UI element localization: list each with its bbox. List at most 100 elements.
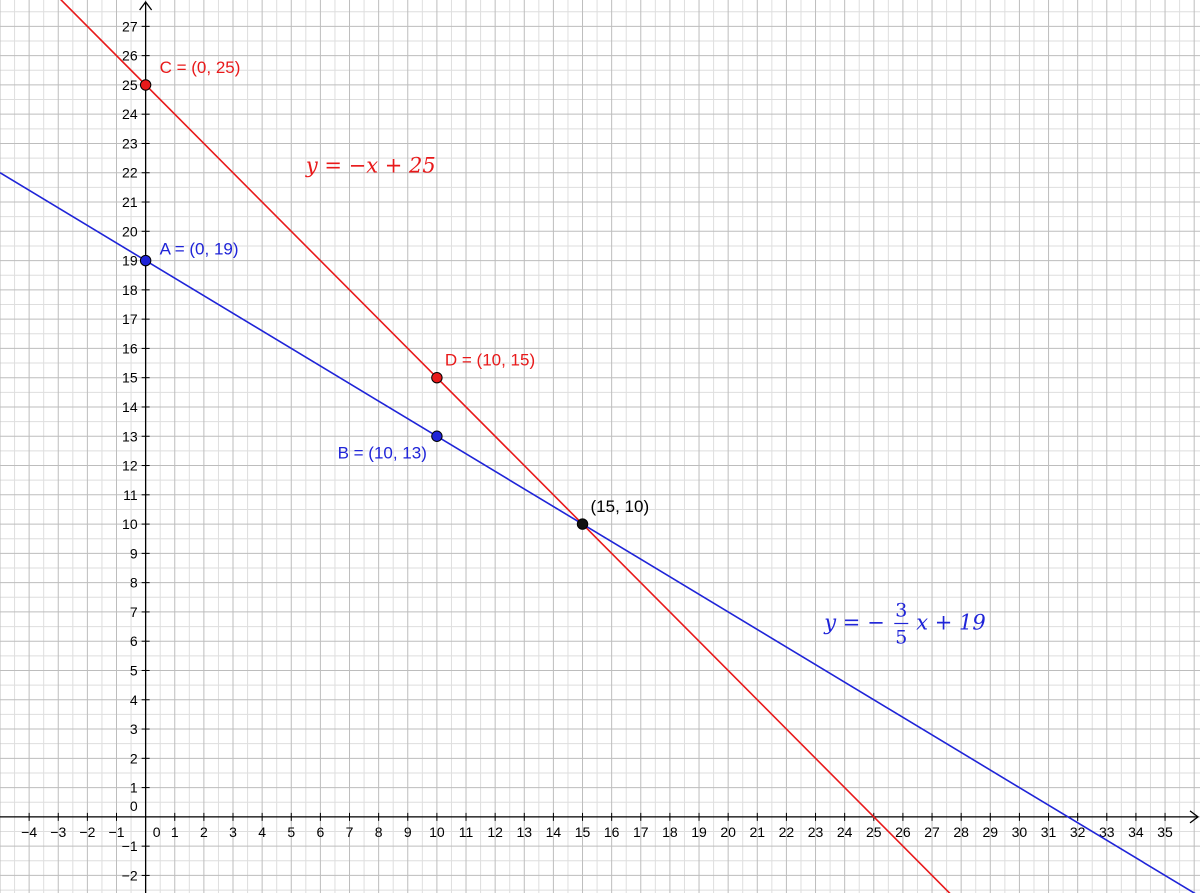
- points: C = (0, 25) D = (10, 15) A = (0, 19) B = (1…: [139, 58, 650, 530]
- red-line-equation: y = −x + 25: [305, 154, 436, 178]
- y-tick-label: 16: [122, 340, 138, 356]
- blue-line: [0, 172, 1196, 893]
- x-tick-label: 9: [404, 824, 412, 840]
- x-tick-label: 13: [516, 824, 532, 840]
- point-label-intersection: (15, 10): [591, 497, 650, 516]
- x-tick-label: 31: [1041, 824, 1057, 840]
- x-tick-label: 22: [779, 824, 795, 840]
- x-tick-label: 27: [924, 824, 940, 840]
- x-tick-label: 29: [983, 824, 999, 840]
- y-tick-label: 6: [130, 633, 138, 649]
- x-tick-label: 26: [895, 824, 911, 840]
- x-tick-label: 2: [200, 824, 208, 840]
- y-tick-label: 9: [130, 545, 138, 561]
- point-A: [139, 254, 152, 267]
- x-tick-label: 23: [808, 824, 824, 840]
- x-tick-label: −1: [109, 824, 125, 840]
- x-axis-arrow: [1189, 810, 1200, 824]
- x-tick-label: 25: [866, 824, 882, 840]
- point-B: [431, 430, 443, 442]
- x-tick-labels: −4 −3 −2 −1 0 1 2 3 4 5 6 7 8 9 10 11 12 13 14 15 16 17 18 19 20…: [21, 824, 1173, 840]
- x-tick-label: 32: [1070, 824, 1086, 840]
- x-tick-label: 17: [633, 824, 649, 840]
- equation-denominator: 5: [895, 626, 907, 648]
- x-tick-label: 11: [459, 824, 474, 840]
- y-tick-label: 10: [122, 516, 138, 532]
- y-tick-label: 4: [130, 692, 138, 708]
- y-tick-label: 26: [122, 48, 138, 64]
- point-C: [139, 79, 152, 91]
- y-tick-label: 22: [122, 165, 138, 181]
- x-tick-label: 16: [604, 824, 620, 840]
- point-intersection: [576, 518, 589, 530]
- x-tick-label: 5: [287, 824, 295, 840]
- y-tick-label: 13: [122, 428, 138, 444]
- y-tick-label: 3: [130, 721, 138, 737]
- y-tick-label: 27: [122, 18, 138, 34]
- x-tick-label: 10: [429, 824, 445, 840]
- equation-rhs: x + 19: [916, 610, 986, 634]
- y-tick-label: −1: [122, 838, 138, 854]
- y-tick-label: 1: [130, 780, 138, 796]
- x-tick-label: 7: [346, 824, 354, 840]
- x-tick-label: 21: [749, 824, 765, 840]
- x-tick-label: 12: [487, 824, 503, 840]
- point-label-A: A = (0, 19): [160, 240, 239, 259]
- point-label-C: C = (0, 25): [160, 58, 241, 77]
- x-tick-label: 14: [546, 824, 562, 840]
- y-tick-label: 21: [122, 194, 138, 210]
- x-tick-label: 6: [316, 824, 324, 840]
- y-tick-label: 23: [122, 135, 138, 151]
- y-tick-label: 24: [122, 106, 138, 122]
- y-tick-label: 5: [130, 662, 138, 678]
- x-tick-label: 28: [953, 824, 969, 840]
- point-label-D: D = (10, 15): [445, 351, 535, 370]
- y-tick-label: 2: [130, 750, 138, 766]
- y-tick-label: 19: [122, 253, 138, 269]
- x-tick-label: 34: [1128, 824, 1144, 840]
- y-tick-label: 17: [122, 311, 138, 327]
- y-axis-arrow: [139, 0, 153, 11]
- y-tick-label: 14: [122, 399, 138, 415]
- x-tick-label: −3: [50, 824, 66, 840]
- y-tick-label: −2: [122, 867, 138, 883]
- y-tick-label: 11: [123, 487, 138, 503]
- y-tick-label: 7: [130, 604, 138, 620]
- y-tick-label: 0: [130, 798, 138, 814]
- x-tick-label: 15: [575, 824, 591, 840]
- x-tick-label: 35: [1157, 824, 1173, 840]
- x-tick-label: 18: [662, 824, 678, 840]
- x-tick-label: −4: [21, 824, 37, 840]
- x-tick-label: 4: [258, 824, 266, 840]
- x-tick-label: −2: [79, 824, 95, 840]
- y-tick-label: 12: [122, 458, 138, 474]
- y-tick-label: 18: [122, 282, 138, 298]
- x-tick-label: 8: [375, 824, 383, 840]
- y-tick-label: 20: [122, 223, 138, 239]
- equation-lhs: y = −: [823, 610, 884, 634]
- x-tick-label: 24: [837, 824, 853, 840]
- point-D: [431, 371, 443, 384]
- equation-numerator: 3: [895, 599, 907, 621]
- y-tick-labels: −2−1012345678910111213141516171819202122…: [122, 18, 138, 883]
- y-tick-label: 15: [122, 370, 138, 386]
- y-tick-label: 25: [122, 77, 138, 93]
- x-tick-label: 0: [153, 824, 161, 840]
- blue-line-equation: y = − 3 5 x + 19: [823, 599, 986, 648]
- y-tick-label: 8: [130, 575, 138, 591]
- x-tick-label: 20: [720, 824, 736, 840]
- x-tick-label: 30: [1012, 824, 1028, 840]
- x-tick-label: 1: [171, 824, 179, 840]
- x-tick-label: 33: [1099, 824, 1115, 840]
- x-tick-label: 3: [229, 824, 237, 840]
- equation-labels: y = −x + 25 y = − 3 5 x + 19: [305, 154, 986, 649]
- point-label-B: B = (10, 13): [338, 443, 427, 462]
- x-tick-label: 19: [691, 824, 707, 840]
